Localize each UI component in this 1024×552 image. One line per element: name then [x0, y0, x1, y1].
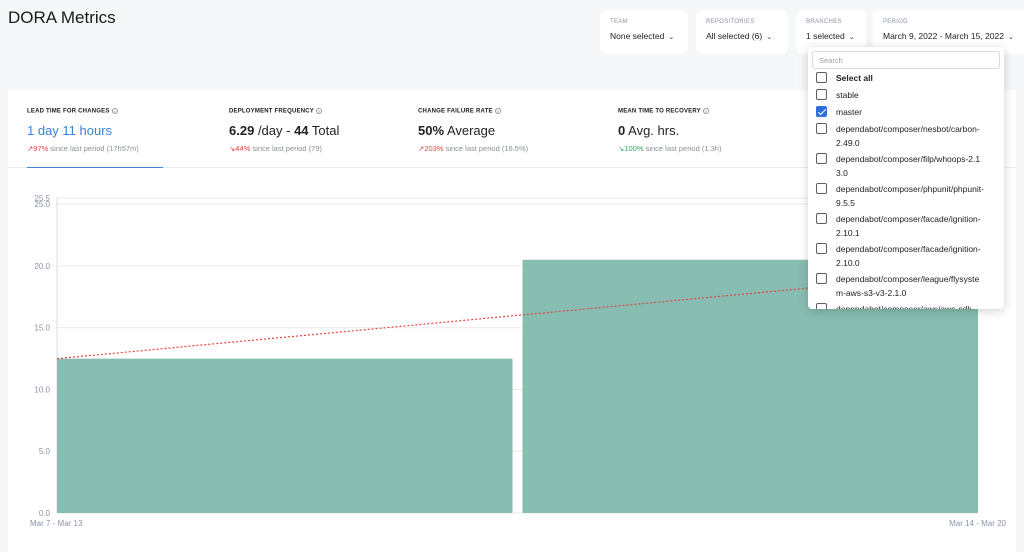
branch-option-label: dependabot/composer/phpunit/phpunit-9.5.…	[836, 184, 984, 208]
repositories-filter-label: REPOSITORIES	[706, 19, 755, 25]
branch-option[interactable]: dependabot/composer/league/flysystem-aws…	[808, 272, 994, 300]
metric-cfr-unit: Average	[446, 122, 496, 138]
branch-checkbox[interactable]	[816, 183, 827, 194]
branch-checkbox[interactable]	[816, 303, 827, 309]
page-title: DORA Metrics	[8, 8, 116, 27]
metric-mttr-label: MEAN TIME TO RECOVERY	[618, 108, 701, 115]
branch-option[interactable]: dependabot/composer/aws/aws-sdk	[808, 302, 994, 309]
repositories-filter[interactable]: REPOSITORIES All selected (6) ⌄	[696, 10, 788, 54]
arrow-down-icon: ↘	[229, 143, 236, 153]
branch-checkbox[interactable]	[816, 273, 827, 284]
branches-filter-label: BRANCHES	[806, 19, 842, 25]
y-tick-label: 15.0	[34, 324, 50, 333]
metric-cfr-delta-pct: 203%	[424, 143, 444, 153]
metric-cfr-delta-text: since last period (16.5%)	[445, 143, 529, 153]
chevron-down-icon: ⌄	[766, 34, 773, 41]
branch-option[interactable]: dependabot/composer/nesbot/carbon-2.49.0	[808, 122, 994, 150]
bar	[57, 358, 513, 513]
metric-cfr-value: 50%	[418, 122, 445, 138]
branch-option-label: dependabot/composer/nesbot/carbon-2.49.0	[836, 124, 980, 148]
info-icon[interactable]: ?	[316, 108, 323, 114]
team-filter-label: TEAM	[610, 19, 628, 25]
branch-option[interactable]: master	[808, 105, 994, 119]
branch-checkbox[interactable]	[816, 243, 827, 254]
y-tick-label: 10.0	[34, 385, 50, 394]
metric-mean-time-to-recovery[interactable]: MEAN TIME TO RECOVERY? 0 Avg. hrs. ↘100%…	[618, 108, 721, 153]
x-tick-label: Mar 14 - Mar 20	[949, 519, 1006, 528]
branch-option[interactable]: dependabot/composer/facade/ignition-2.10…	[808, 242, 994, 270]
y-tick-label: 5.0	[39, 447, 51, 456]
branches-filter[interactable]: BRANCHES 1 selected ⌄	[796, 10, 866, 54]
metric-mttr-unit: Avg. hrs.	[628, 122, 680, 138]
branch-option-label: dependabot/composer/aws/aws-sdk	[836, 304, 972, 309]
info-icon[interactable]: ?	[702, 108, 709, 114]
metric-lead-time[interactable]: LEAD TIME FOR CHANGES? 1 day 11 hours ↗9…	[27, 108, 139, 153]
branch-option-label: stable	[836, 90, 859, 100]
metric-deploy-total: 44	[294, 122, 309, 138]
bar-chart: 0.0 5.0 10.0 15.0 20.0 25.025.5 Mar 7 - Mar 13…	[30, 194, 1007, 528]
branch-option[interactable]: dependabot/composer/phpunit/phpunit-9.5.…	[808, 182, 994, 210]
branch-option[interactable]: dependabot/composer/facade/ignition-2.10…	[808, 212, 994, 240]
branch-option-label: Select all	[836, 73, 873, 83]
metric-deploy-label: DEPLOYMENT FREQUENCY	[229, 108, 315, 115]
branch-option-label: dependabot/composer/facade/ignition-2.10…	[836, 244, 981, 268]
chevron-down-icon: ⌄	[668, 34, 675, 41]
metric-deploy-value: 6.29	[229, 122, 255, 138]
branch-checkbox[interactable]	[816, 106, 827, 117]
branch-checkbox[interactable]	[816, 213, 827, 224]
branch-dropdown: Search Select all stable master dependabot/…	[808, 47, 1004, 309]
chevron-up-icon: ⌄	[848, 34, 855, 41]
branch-option-label: dependabot/composer/league/flysystem-aws…	[836, 274, 980, 298]
branch-checkbox[interactable]	[816, 72, 827, 83]
branch-checkbox[interactable]	[816, 153, 827, 164]
info-icon[interactable]: ?	[494, 108, 501, 114]
metric-deploy-total-label: Total	[311, 122, 340, 138]
repositories-filter-value: All selected (6)	[706, 31, 763, 41]
branch-checkbox[interactable]	[816, 89, 827, 100]
branch-search-input[interactable]: Search	[812, 51, 1000, 69]
bar	[522, 259, 978, 513]
metric-change-failure-rate[interactable]: CHANGE FAILURE RATE? 50% Average ↗203% s…	[418, 108, 528, 153]
period-filter-value: March 9, 2022 - March 15, 2022	[883, 31, 1004, 41]
metric-lead-time-delta-text: since last period (17h57m)	[50, 143, 139, 153]
branch-option[interactable]: dependabot/composer/filp/whoops-2.13.0	[808, 152, 994, 180]
metric-lead-time-label: LEAD TIME FOR CHANGES	[27, 108, 110, 115]
metric-lead-time-value: 1 day 11 hours	[27, 122, 113, 138]
branches-filter-value: 1 selected	[806, 31, 845, 41]
info-icon[interactable]: ?	[111, 108, 118, 114]
branch-option-label: master	[836, 107, 862, 117]
team-filter[interactable]: TEAM None selected ⌄	[600, 10, 688, 54]
y-tick-label: 0.0	[39, 509, 51, 518]
branch-checkbox[interactable]	[816, 123, 827, 134]
metric-mttr-delta-pct: 100%	[624, 143, 644, 153]
branch-option-label: dependabot/composer/facade/ignition-2.10…	[836, 214, 981, 238]
metric-lead-time-delta-pct: 97%	[33, 143, 49, 153]
y-tick-label: 20.0	[34, 262, 50, 271]
branch-option[interactable]: stable	[808, 88, 994, 102]
period-filter[interactable]: PERIOD March 9, 2022 - March 15, 2022 ⌄	[873, 10, 1024, 54]
arrow-down-icon: ↘	[618, 143, 625, 153]
branch-option[interactable]: Select all	[808, 71, 994, 85]
x-tick-label: Mar 7 - Mar 13	[30, 519, 83, 528]
period-filter-label: PERIOD	[883, 19, 908, 25]
arrow-up-icon: ↗	[418, 143, 425, 153]
metric-deploy-unit: /day -	[257, 122, 295, 138]
branch-option-label: dependabot/composer/filp/whoops-2.13.0	[836, 154, 981, 178]
metric-mttr-delta-text: since last period (1.3h)	[645, 143, 722, 153]
chevron-down-icon: ⌄	[1007, 34, 1014, 41]
team-filter-value: None selected	[610, 31, 665, 41]
metric-cfr-label: CHANGE FAILURE RATE	[418, 108, 493, 115]
metric-mttr-value: 0	[618, 122, 626, 138]
metric-deploy-delta-text: since last period (79)	[252, 143, 323, 153]
metric-deployment-frequency[interactable]: DEPLOYMENT FREQUENCY? 6.29 /day - 44 Tot…	[229, 108, 339, 153]
y-tick-label: 25.5	[34, 194, 50, 203]
metric-deploy-delta-pct: 44%	[235, 143, 251, 153]
arrow-up-icon: ↗	[27, 143, 34, 153]
y-tick-label: 25.0	[34, 200, 50, 209]
